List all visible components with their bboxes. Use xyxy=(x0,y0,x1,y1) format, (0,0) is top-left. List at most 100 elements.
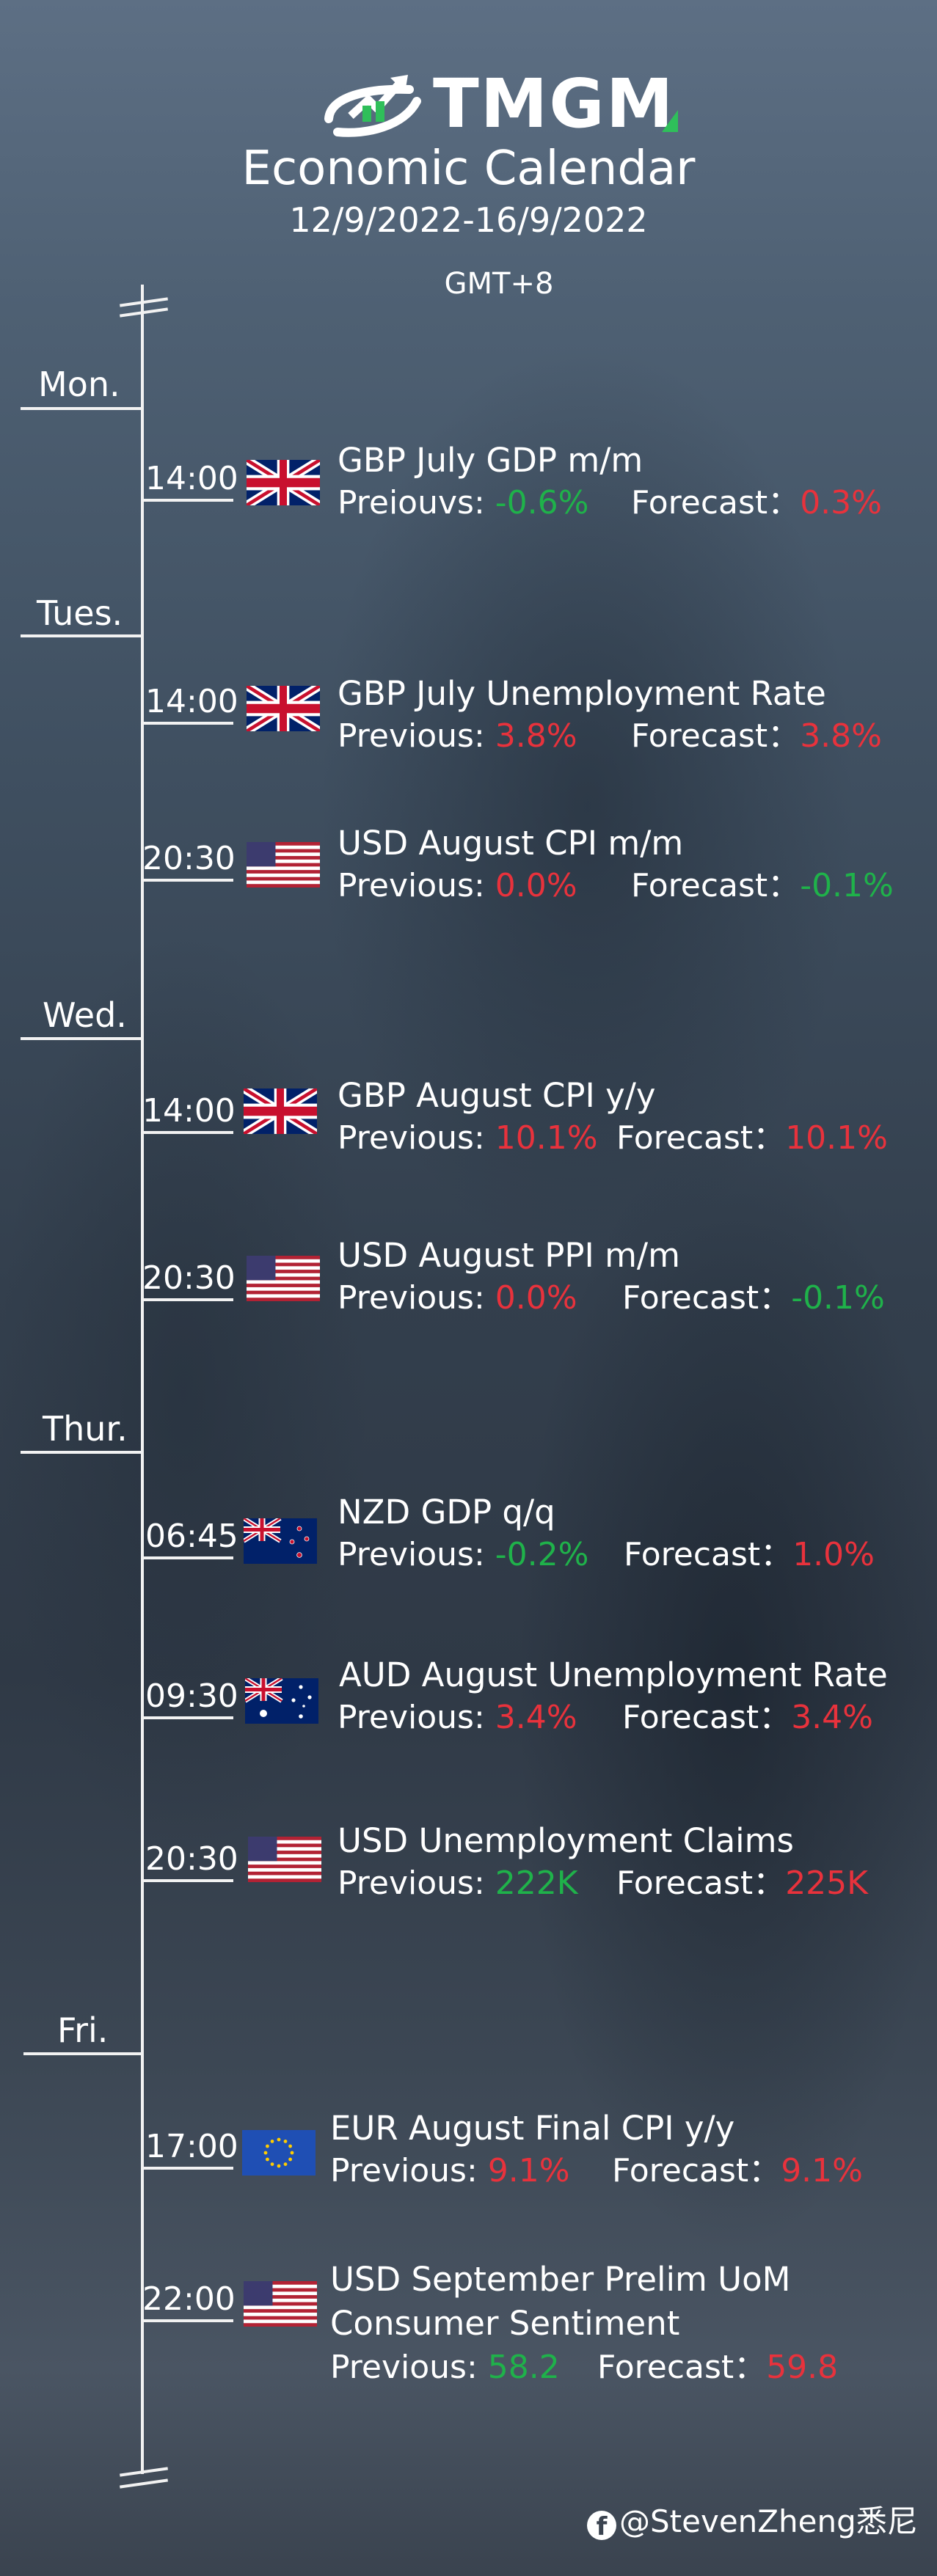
event-time: 09:30 xyxy=(145,1677,238,1715)
day-divider xyxy=(21,407,142,410)
logo-accent xyxy=(662,110,678,132)
day-label-thur: Thur. xyxy=(43,1409,128,1449)
event-time-underline xyxy=(142,722,233,725)
event-time-underline xyxy=(142,1298,233,1301)
event-title: USD Unemployment Claims xyxy=(338,1821,794,1860)
previous-label: Previous: xyxy=(338,1536,485,1573)
day-label-tues: Tues. xyxy=(37,593,123,633)
event-time-underline xyxy=(142,499,233,502)
event-time: 14:00 xyxy=(145,460,238,497)
previous-value: 0.0% xyxy=(495,867,577,904)
forecast-group: Forecast：225K xyxy=(616,1863,868,1904)
forecast-value: 3.8% xyxy=(800,717,882,755)
event-title: NZD GDP q/q xyxy=(338,1493,555,1532)
logo-text: TMGM xyxy=(433,65,675,143)
event-time: 14:00 xyxy=(145,683,238,720)
forecast-group: Forecast：-0.1% xyxy=(631,866,894,907)
uk-flag-icon xyxy=(247,460,320,505)
forecast-label: Forecast： xyxy=(631,867,801,904)
previous-label: Previous: xyxy=(338,1279,485,1317)
previous-value: 3.8% xyxy=(495,717,577,755)
forecast-value: 1.0% xyxy=(792,1536,875,1573)
previous-value: -0.6% xyxy=(495,484,589,522)
forecast-value: 59.8 xyxy=(766,2349,839,2386)
previous-value: -0.2% xyxy=(495,1536,589,1573)
event-title: EUR August Final CPI y/y xyxy=(330,2109,735,2148)
uk-flag-icon xyxy=(244,1088,317,1134)
previous-value: 10.1% xyxy=(495,1119,598,1157)
us-flag-icon xyxy=(248,1837,321,1882)
nz-flag-icon xyxy=(244,1518,317,1564)
page-title: Economic Calendar xyxy=(241,142,696,196)
event-time-underline xyxy=(142,1879,233,1882)
forecast-value: -0.1% xyxy=(800,867,894,904)
axis-break-top xyxy=(120,307,168,318)
day-divider xyxy=(21,1037,142,1040)
facebook-icon: f xyxy=(587,2511,616,2542)
event-values: Previous: 3.4% Forecast：3.4% xyxy=(338,1697,925,1738)
previous-value: 0.0% xyxy=(495,1279,577,1317)
day-label-mon: Mon. xyxy=(38,365,120,404)
forecast-value: 0.3% xyxy=(800,484,882,522)
previous-value: 222K xyxy=(495,1865,578,1902)
forecast-label: Forecast： xyxy=(612,2152,781,2189)
forecast-value: 3.4% xyxy=(791,1699,873,1736)
event-time: 17:00 xyxy=(145,2128,238,2165)
forecast-label: Forecast： xyxy=(624,1536,793,1573)
previous-label: Previous: xyxy=(330,2152,478,2189)
previous-value: 9.1% xyxy=(487,2152,570,2189)
previous-value: 58.2 xyxy=(487,2349,560,2386)
previous-label: Preiouvs: xyxy=(338,484,485,522)
event-values: Previous: 0.0% Forecast：-0.1% xyxy=(338,1278,925,1319)
forecast-value: -0.1% xyxy=(791,1279,885,1317)
forecast-label: Forecast： xyxy=(597,2349,767,2386)
event-title: USD September Prelim UoM xyxy=(330,2260,791,2299)
event-title: USD August CPI m/m xyxy=(338,824,684,863)
event-values: Previous: 10.1% Forecast：10.1% xyxy=(338,1118,925,1159)
us-flag-icon xyxy=(244,2281,317,2327)
event-values: Preiouvs: -0.6% Forecast：0.3% xyxy=(338,483,925,524)
day-divider xyxy=(21,1451,142,1454)
axis-break-bottom xyxy=(120,2478,168,2489)
event-time: 06:45 xyxy=(145,1518,238,1555)
previous-label: Previous: xyxy=(338,1119,485,1157)
event-time: 20:30 xyxy=(145,1840,238,1878)
date-range: 12/9/2022-16/9/2022 xyxy=(289,200,648,240)
event-title: GBP July GDP m/m xyxy=(338,441,643,480)
forecast-value: 225K xyxy=(785,1865,869,1902)
event-time-underline xyxy=(142,2167,233,2170)
forecast-label: Forecast： xyxy=(616,1119,786,1157)
day-divider xyxy=(21,634,142,637)
forecast-group: Forecast：3.8% xyxy=(631,716,882,757)
event-time: 14:00 xyxy=(142,1092,236,1130)
day-divider xyxy=(23,2052,142,2055)
forecast-label: Forecast： xyxy=(622,1699,792,1736)
event-title: GBP August CPI y/y xyxy=(338,1076,656,1115)
event-values: Previous: 58.2 Forecast：59.8 xyxy=(330,2347,917,2388)
forecast-group: Forecast：59.8 xyxy=(597,2347,838,2388)
tmgm-logo-mark-icon xyxy=(324,75,421,137)
previous-label: Previous: xyxy=(330,2349,478,2386)
forecast-label: Forecast： xyxy=(631,484,801,522)
forecast-value: 10.1% xyxy=(785,1119,888,1157)
author-credit: f @StevenZheng悉尼 xyxy=(587,2501,918,2542)
forecast-group: Forecast：10.1% xyxy=(616,1118,888,1159)
previous-label: Previous: xyxy=(338,867,485,904)
forecast-group: Forecast：3.4% xyxy=(622,1697,873,1738)
event-values: Previous: 9.1% Forecast：9.1% xyxy=(330,2151,917,2192)
us-flag-icon xyxy=(247,1256,320,1301)
event-time-underline xyxy=(142,1556,233,1559)
event-time: 20:30 xyxy=(142,840,236,877)
au-flag-icon xyxy=(245,1678,318,1724)
us-flag-icon xyxy=(247,842,320,888)
event-time-underline xyxy=(142,879,233,882)
axis-break-bottom xyxy=(120,2467,168,2477)
previous-label: Previous: xyxy=(338,1865,485,1902)
previous-label: Previous: xyxy=(338,717,485,755)
event-title: USD August PPI m/m xyxy=(338,1236,680,1275)
forecast-group: Forecast：9.1% xyxy=(612,2151,863,2192)
event-time-underline xyxy=(142,2319,233,2322)
forecast-label: Forecast： xyxy=(631,717,801,755)
timezone-label: GMT+8 xyxy=(444,267,554,301)
previous-label: Previous: xyxy=(338,1699,485,1736)
